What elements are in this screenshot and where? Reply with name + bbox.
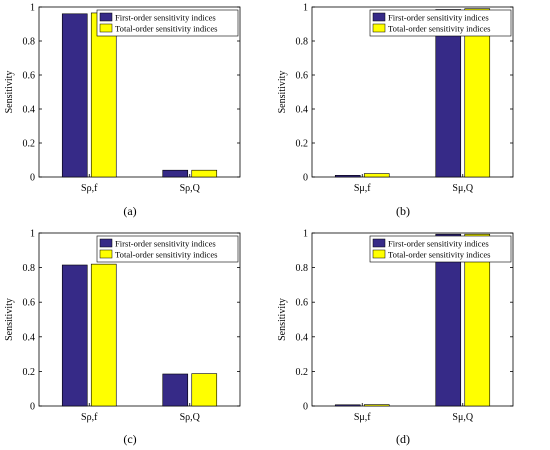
y-tick-label: 0.4 [23, 105, 36, 116]
legend-swatch [372, 238, 386, 248]
panel-label: (b) [396, 204, 410, 218]
legend-label: Total-order sensitivity indices [115, 250, 218, 260]
y-tick-label: 0.4 [296, 332, 309, 343]
legend-label: Total-order sensitivity indices [388, 250, 491, 260]
y-tick-label: 0.6 [296, 71, 309, 82]
legend-box [369, 235, 512, 263]
plot-frame [311, 232, 514, 407]
y-tick-label: 0.2 [296, 139, 309, 150]
y-tick-label: 1 [30, 229, 35, 240]
y-tick-label: 0 [303, 173, 308, 184]
bar [90, 263, 117, 407]
y-tick-label: 1 [30, 3, 35, 14]
chart-panel: 0 0.2 0.4 0.6 0.8 1 Sensitivity Sμ,f Sμ,Q First-o… [277, 3, 514, 218]
y-axis-label: Sensitivity [4, 71, 15, 114]
legend-box [96, 235, 239, 263]
legend: First-order sensitivity indicesTotal-ord… [369, 235, 512, 263]
legend-swatch [372, 12, 386, 22]
legend: First-order sensitivity indicesTotal-ord… [96, 235, 239, 263]
legend-label: Total-order sensitivity indices [388, 24, 491, 34]
y-tick-label: 0.2 [296, 367, 309, 378]
chart-panel: 0 0.2 0.4 0.6 0.8 1 Sensitivity Sρ,f Sρ,Q First-o… [4, 3, 241, 218]
legend-swatch [99, 238, 113, 248]
x-tick-label: Sμ,f [354, 183, 371, 194]
chart-panel: 0 0.2 0.4 0.6 0.8 1 Sensitivity Sμ,f Sμ,Q First-o… [277, 229, 514, 446]
bar [90, 12, 117, 178]
x-tick-label: Sρ,f [81, 183, 98, 194]
bar [162, 169, 189, 178]
legend: First-order sensitivity indicesTotal-ord… [96, 9, 239, 37]
y-tick-label: 1 [303, 3, 308, 14]
bar [61, 13, 88, 178]
plot-frame [311, 6, 514, 178]
bar [363, 173, 390, 178]
y-tick-label: 0.4 [296, 105, 309, 116]
panel-label: (c) [123, 432, 136, 446]
legend-swatch [372, 249, 386, 259]
x-tick-label: Sρ,f [81, 412, 98, 423]
y-tick-label: 1 [303, 229, 308, 240]
panel-label: (d) [396, 432, 410, 446]
panel-label: (a) [123, 204, 136, 218]
legend-box [369, 9, 512, 37]
y-tick-label: 0.6 [296, 298, 309, 309]
x-tick-label: Sμ,f [354, 412, 371, 423]
chart-panel: 0 0.2 0.4 0.6 0.8 1 Sensitivity Sρ,f Sρ,Q First-o… [4, 229, 241, 446]
y-tick-label: 0.8 [23, 263, 36, 274]
bar [435, 233, 462, 407]
bar [363, 404, 390, 407]
y-axis-label: Sensitivity [4, 298, 15, 341]
legend-swatch [372, 23, 386, 33]
y-tick-label: 0 [303, 402, 308, 413]
bar [464, 8, 491, 178]
bar [435, 9, 462, 178]
y-tick-label: 0.8 [23, 37, 36, 48]
bar [464, 233, 491, 407]
y-axis-label: Sensitivity [277, 298, 288, 341]
x-tick-label: Sρ,Q [180, 412, 201, 423]
y-tick-label: 0.2 [23, 367, 36, 378]
legend: First-order sensitivity indicesTotal-ord… [369, 9, 512, 37]
plot-frame [38, 232, 241, 407]
y-tick-label: 0.8 [296, 37, 309, 48]
bar [191, 373, 218, 407]
y-tick-label: 0 [30, 173, 35, 184]
bar [191, 169, 218, 178]
legend-swatch [99, 249, 113, 259]
x-tick-label: Sμ,Q [452, 412, 473, 423]
legend-swatch [99, 12, 113, 22]
legend-box [96, 9, 239, 37]
y-tick-label: 0 [30, 402, 35, 413]
x-tick-label: Sμ,Q [452, 183, 473, 194]
bar [61, 264, 88, 407]
legend-label: First-order sensitivity indices [388, 13, 489, 23]
y-tick-label: 0.2 [23, 139, 36, 150]
y-tick-label: 0.8 [296, 263, 309, 274]
legend-label: First-order sensitivity indices [115, 239, 216, 249]
legend-label: First-order sensitivity indices [115, 13, 216, 23]
bar [334, 404, 361, 407]
plot-frame [38, 6, 241, 178]
legend-swatch [99, 23, 113, 33]
bar [162, 373, 189, 407]
legend-label: First-order sensitivity indices [388, 239, 489, 249]
x-tick-label: Sρ,Q [180, 183, 201, 194]
bar [334, 175, 361, 178]
y-axis-label: Sensitivity [277, 71, 288, 114]
legend-label: Total-order sensitivity indices [115, 24, 218, 34]
y-tick-label: 0.6 [23, 298, 36, 309]
y-tick-label: 0.6 [23, 71, 36, 82]
y-tick-label: 0.4 [23, 332, 36, 343]
